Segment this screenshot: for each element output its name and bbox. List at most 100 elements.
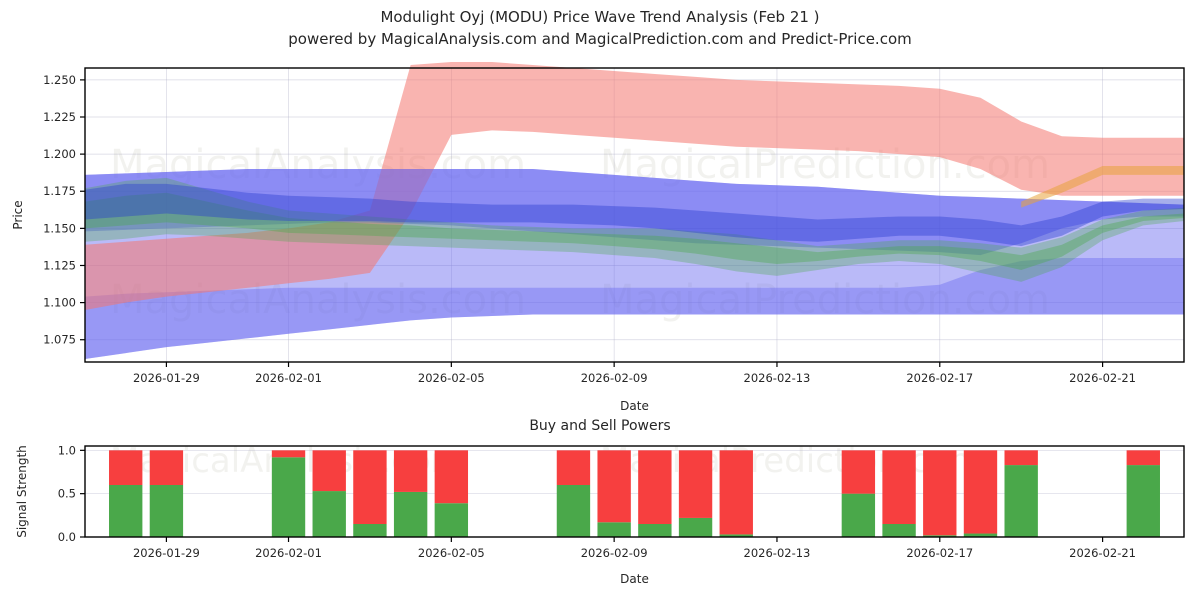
x-tick-label: 2026-02-17 (906, 546, 973, 560)
bar-buy-segment (963, 533, 998, 537)
y-tick-label: 1.200 (43, 147, 76, 161)
bar-group (393, 450, 428, 537)
x-axis-label: Date (620, 572, 649, 586)
y-axis-label: Signal Strength (15, 445, 29, 538)
bar-group (271, 450, 306, 537)
x-tick-label: 2026-01-29 (133, 546, 200, 560)
x-tick-label: 2026-02-01 (255, 371, 322, 385)
bar-buy-segment (149, 485, 184, 537)
bar-group (434, 450, 469, 537)
bar-buy-segment (719, 534, 753, 537)
x-tick-label: 2026-02-09 (581, 546, 648, 560)
bar-buy-segment (312, 491, 346, 537)
y-tick-label: 0.5 (58, 487, 76, 501)
bar-group (1004, 450, 1038, 537)
series-band-dark-blue-core-band (85, 183, 1184, 247)
x-tick-label: 2026-01-29 (133, 371, 200, 385)
bar-sell-segment (109, 450, 143, 485)
bar-sell-segment (678, 450, 713, 518)
y-tick-label: 1.125 (43, 258, 76, 272)
bar-group (353, 450, 387, 537)
series-band-orange-band (1021, 166, 1184, 208)
bar-sell-segment (434, 450, 469, 504)
x-tick-label: 2026-02-09 (581, 371, 648, 385)
bar-sell-segment (638, 450, 672, 524)
plot-border (84, 445, 1185, 538)
y-tick-label: 1.075 (43, 333, 76, 347)
bar-buy-segment (1126, 465, 1160, 537)
series-band-red-band-upper (85, 62, 1184, 311)
series-band-green-wave-outer (85, 177, 1184, 282)
bar-buy-segment (109, 485, 143, 537)
bar-buy-segment (434, 503, 469, 537)
bar-sell-segment (1004, 450, 1038, 466)
bar-group (597, 450, 631, 537)
bar-buy-segment (353, 524, 387, 537)
bar-sell-segment (597, 450, 631, 523)
bar-sell-segment (271, 450, 306, 458)
bar-sell-segment (882, 450, 916, 524)
bar-sell-segment (923, 450, 957, 536)
x-tick-label: 2026-02-13 (744, 371, 811, 385)
bar-buy-segment (638, 524, 672, 537)
buy-sell-title: Buy and Sell Powers (529, 418, 671, 434)
buy-and-sell-powers-chart: MagicalAnalysis.comMagicalPrediction.com… (15, 441, 1185, 586)
bar-group (882, 450, 916, 537)
series-band-lower-blue-band (85, 258, 1184, 360)
bar-sell-segment (963, 450, 998, 534)
y-tick-label: 1.175 (43, 184, 76, 198)
bar-group (841, 450, 876, 537)
y-axis-label: Price (11, 200, 25, 229)
bar-sell-segment (556, 450, 591, 485)
bar-group (312, 450, 346, 537)
page-title: Modulight Oyj (MODU) Price Wave Trend An… (380, 8, 820, 26)
series-band-green-wave-inner (85, 192, 1184, 270)
bar-group (638, 450, 672, 537)
bar-buy-segment (923, 535, 957, 537)
bar-sell-segment (312, 450, 346, 492)
bar-buy-segment (841, 493, 876, 537)
x-tick-label: 2026-02-01 (255, 546, 322, 560)
bar-group (556, 450, 591, 537)
bar-buy-segment (271, 457, 306, 537)
bar-group (1126, 450, 1160, 537)
bar-sell-segment (393, 450, 428, 492)
chart-title-block: Modulight Oyj (MODU) Price Wave Trend An… (0, 6, 1200, 50)
price-wave-chart: MagicalAnalysis.com MagicalPrediction.com… (11, 62, 1185, 413)
x-tick-label: 2026-02-17 (906, 371, 973, 385)
x-tick-label: 2026-02-21 (1069, 371, 1136, 385)
bar-sell-segment (719, 450, 753, 535)
bar-group (109, 450, 143, 537)
bar-group (963, 450, 998, 537)
bar-group (149, 450, 184, 537)
bar-group (719, 450, 753, 537)
y-tick-label: 1.0 (58, 443, 76, 457)
x-tick-label: 2026-02-13 (744, 546, 811, 560)
bar-sell-segment (149, 450, 184, 485)
bar-buy-segment (393, 491, 428, 537)
y-tick-label: 1.100 (43, 296, 76, 310)
bar-buy-segment (1004, 465, 1038, 537)
x-axis-label: Date (620, 399, 649, 413)
x-tick-label: 2026-02-05 (418, 371, 485, 385)
bar-sell-segment (353, 450, 387, 524)
bar-group (678, 450, 713, 537)
plot-background (85, 446, 1184, 537)
page-subtitle: powered by MagicalAnalysis.com and Magic… (288, 30, 912, 48)
y-tick-label: 1.150 (43, 221, 76, 235)
y-tick-label: 1.225 (43, 110, 76, 124)
bar-sell-segment (1126, 450, 1160, 466)
y-tick-label: 1.250 (43, 73, 76, 87)
bar-sell-segment (841, 450, 876, 494)
watermark-text: MagicalPrediction.com (600, 277, 1050, 323)
series-band-upper-blue-envelope (85, 168, 1184, 256)
y-tick-label: 0.0 (58, 530, 76, 544)
bar-buy-segment (882, 524, 916, 537)
x-tick-label: 2026-02-05 (418, 546, 485, 560)
bar-buy-segment (678, 517, 713, 537)
plot-border (84, 67, 1185, 363)
x-tick-label: 2026-02-21 (1069, 546, 1136, 560)
bar-group (923, 450, 957, 537)
bar-buy-segment (597, 522, 631, 537)
